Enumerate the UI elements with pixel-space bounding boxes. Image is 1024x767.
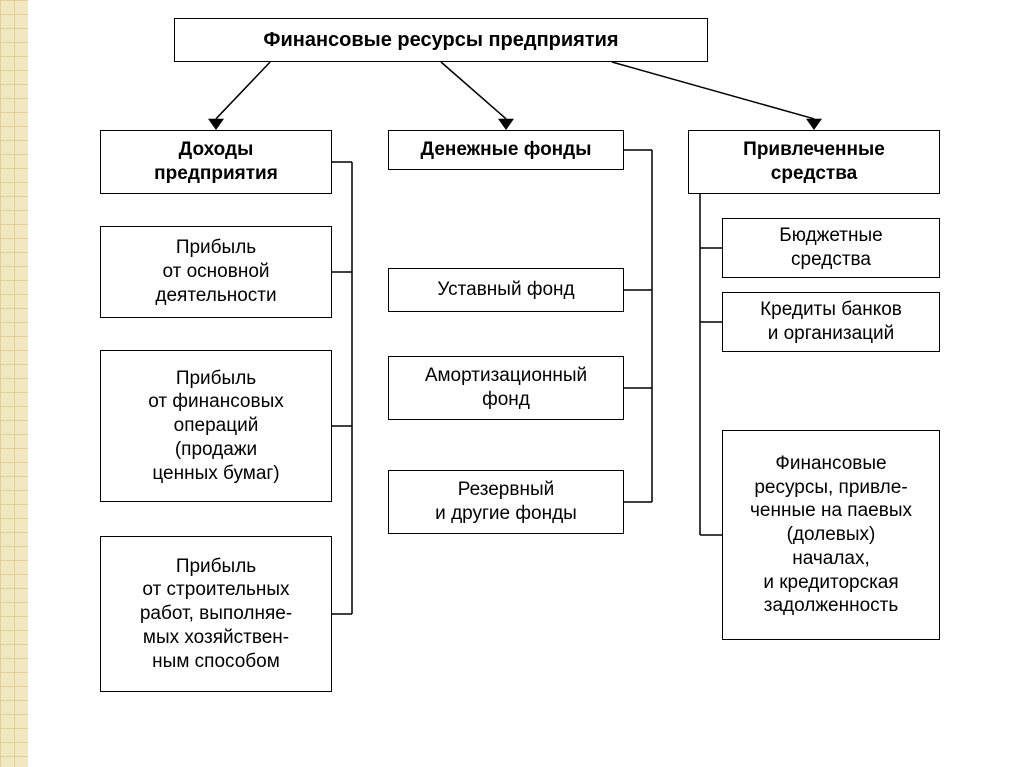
- node-col1-header: Доходы предприятия: [100, 130, 332, 194]
- node-c3b-label: Кредиты банков и организаций: [729, 298, 933, 346]
- node-c2b: Амортизационный фонд: [388, 356, 624, 420]
- node-c2a: Уставный фонд: [388, 268, 624, 312]
- node-c3a-label: Бюджетные средства: [729, 224, 933, 272]
- node-c1c-label: Прибыль от строительных работ, выполняе-…: [107, 555, 325, 674]
- node-col2-header: Денежные фонды: [388, 130, 624, 170]
- node-c3c-label: Финансовые ресурсы, привле- ченные на па…: [729, 452, 933, 618]
- node-c1a: Прибыль от основной деятельности: [100, 226, 332, 318]
- node-c1a-label: Прибыль от основной деятельности: [107, 236, 325, 307]
- node-c2b-label: Амортизационный фонд: [395, 364, 617, 412]
- node-col3-header-label: Привлеченные средства: [695, 138, 933, 186]
- node-c3b: Кредиты банков и организаций: [722, 292, 940, 352]
- node-root: Финансовые ресурсы предприятия: [174, 18, 708, 62]
- node-c2c-label: Резервный и другие фонды: [395, 478, 617, 526]
- node-c2a-label: Уставный фонд: [395, 278, 617, 302]
- node-c1c: Прибыль от строительных работ, выполняе-…: [100, 536, 332, 692]
- node-col2-header-label: Денежные фонды: [395, 138, 617, 162]
- left-texture-strip: [0, 0, 28, 767]
- node-c1b-label: Прибыль от финансовых операций (продажи …: [107, 367, 325, 486]
- node-c3a: Бюджетные средства: [722, 218, 940, 278]
- node-c1b: Прибыль от финансовых операций (продажи …: [100, 350, 332, 502]
- node-col1-header-label: Доходы предприятия: [107, 138, 325, 186]
- node-c3c: Финансовые ресурсы, привле- ченные на па…: [722, 430, 940, 640]
- node-col3-header: Привлеченные средства: [688, 130, 940, 194]
- diagram-canvas: Финансовые ресурсы предприятия Доходы пр…: [0, 0, 1024, 767]
- node-root-label: Финансовые ресурсы предприятия: [181, 28, 701, 53]
- node-c2c: Резервный и другие фонды: [388, 470, 624, 534]
